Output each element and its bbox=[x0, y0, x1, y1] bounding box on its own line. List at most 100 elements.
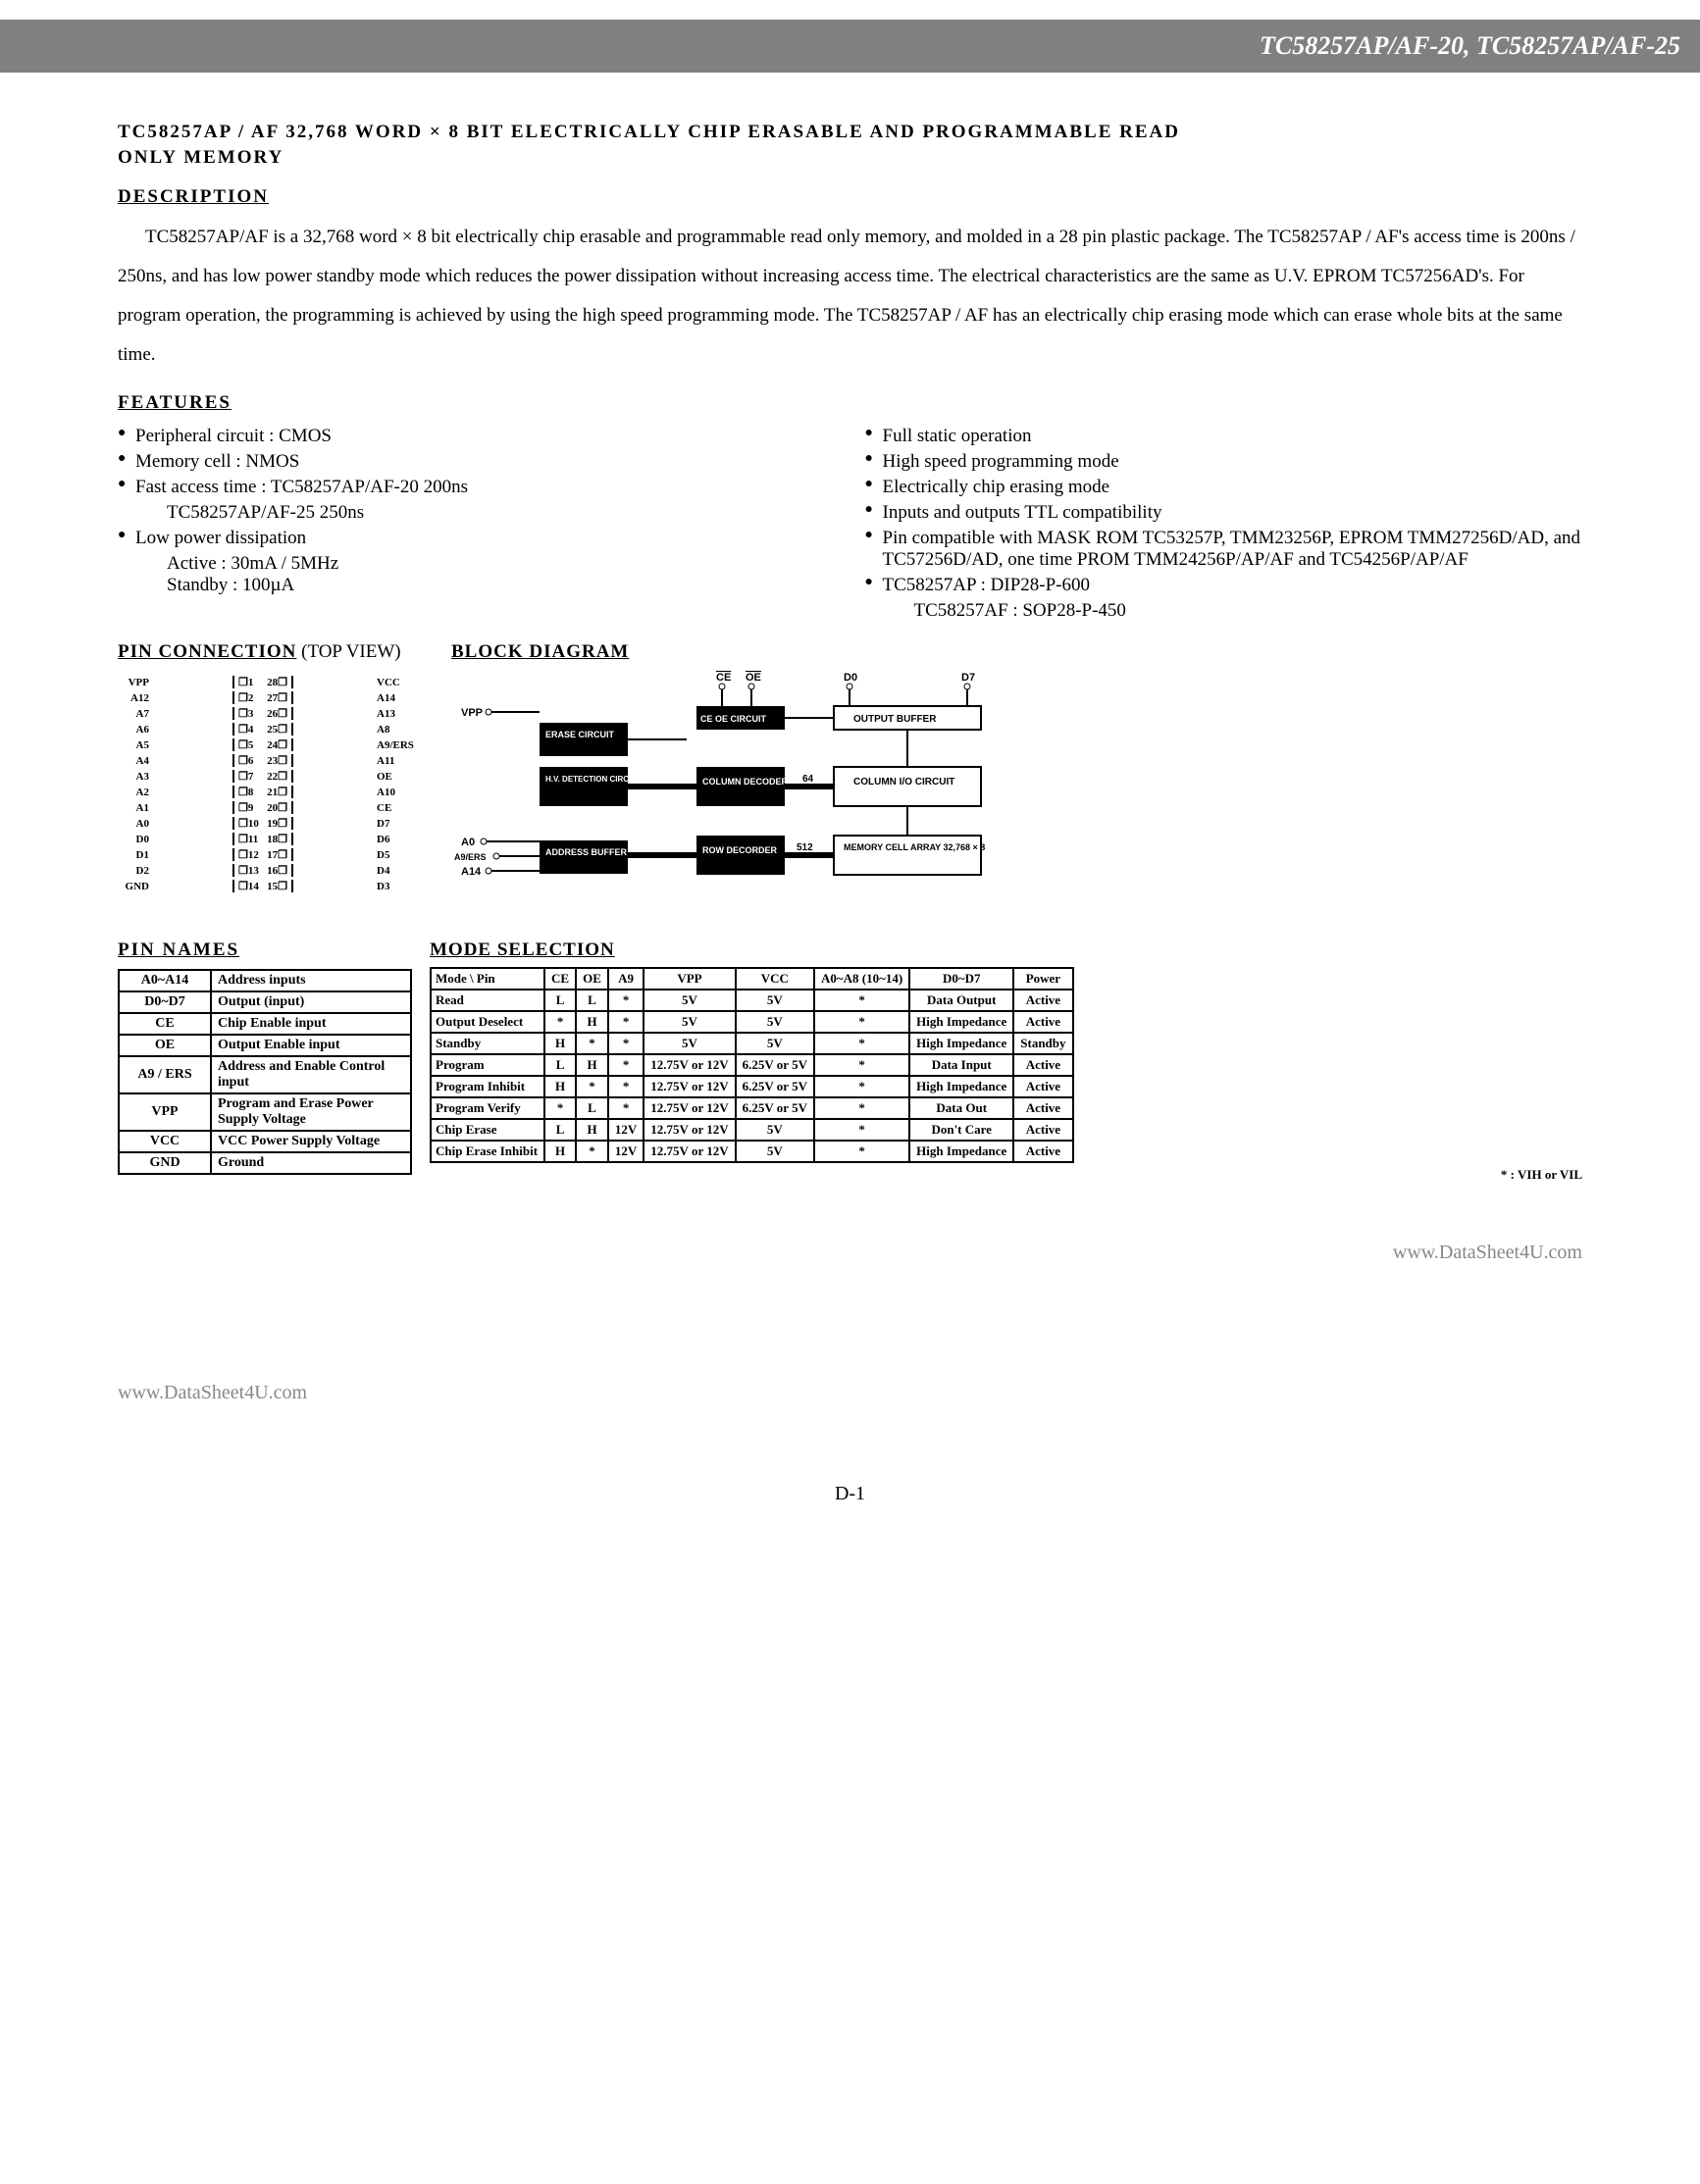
svg-text:ADDRESS BUFFER: ADDRESS BUFFER bbox=[545, 847, 628, 857]
svg-text:OE: OE bbox=[746, 672, 761, 684]
mode-cell: * bbox=[608, 1076, 644, 1097]
doc-title-line2: ONLY MEMORY bbox=[118, 147, 1582, 169]
pin-label-right: CE bbox=[377, 802, 410, 814]
features-right: Full static operation High speed program… bbox=[865, 422, 1583, 622]
table-row: A9 / ERSAddress and Enable Control input bbox=[119, 1056, 411, 1093]
pin-label-right: D6 bbox=[377, 834, 410, 845]
mode-header: Power bbox=[1013, 968, 1072, 990]
pin-row: D0 ❐1118❐ D6 bbox=[118, 832, 412, 847]
pin-name-desc: VCC Power Supply Voltage bbox=[211, 1131, 411, 1152]
pin-name-symbol: A9 / ERS bbox=[119, 1056, 211, 1093]
pin-label-right: D4 bbox=[377, 865, 410, 877]
pin-number: ❐1316❐ bbox=[232, 864, 293, 877]
mode-cell: * bbox=[814, 1141, 909, 1162]
mode-cell: * bbox=[814, 990, 909, 1011]
pin-row: A2❐821❐A10 bbox=[118, 785, 412, 800]
pin-number: ❐722❐ bbox=[232, 770, 293, 783]
pin-row: A7❐326❐A13 bbox=[118, 706, 412, 722]
feature-sub: Active : 30mA / 5MHz bbox=[118, 553, 836, 575]
pin-name-desc: Output (input) bbox=[211, 991, 411, 1013]
pin-name-desc: Chip Enable input bbox=[211, 1013, 411, 1035]
pin-name-desc: Program and Erase Power Supply Voltage bbox=[211, 1093, 411, 1131]
table-row: GNDGround bbox=[119, 1152, 411, 1174]
pin-row: A3❐722❐OE bbox=[118, 769, 412, 785]
mode-cell: Active bbox=[1013, 1054, 1072, 1076]
pin-name-symbol: A0~A14 bbox=[119, 970, 211, 991]
table-row: Chip Erase InhibitH*12V12.75V or 12V5V*H… bbox=[431, 1141, 1073, 1162]
mode-cell: L bbox=[576, 1097, 608, 1119]
pin-label-right: A13 bbox=[377, 708, 410, 720]
mode-cell: 5V bbox=[644, 990, 735, 1011]
feature-item: TC58257AP : DIP28-P-600 bbox=[865, 575, 1583, 596]
svg-text:D7: D7 bbox=[961, 672, 975, 684]
mode-cell: 12V bbox=[608, 1119, 644, 1141]
table-row: Chip EraseLH12V12.75V or 12V5V*Don't Car… bbox=[431, 1119, 1073, 1141]
table-row: Output Deselect*H*5V5V*High ImpedanceAct… bbox=[431, 1011, 1073, 1033]
mode-cell: 5V bbox=[644, 1011, 735, 1033]
mode-cell: * bbox=[544, 1097, 576, 1119]
feature-item: Full static operation bbox=[865, 426, 1583, 447]
svg-text:ERASE CIRCUIT: ERASE CIRCUIT bbox=[545, 730, 615, 739]
table-row: StandbyH**5V5V*High ImpedanceStandby bbox=[431, 1033, 1073, 1054]
pin-label-left: D1 bbox=[120, 849, 149, 861]
mode-cell: Active bbox=[1013, 1141, 1072, 1162]
mode-cell: 12.75V or 12V bbox=[644, 1141, 735, 1162]
pin-connection-section: PIN CONNECTION (TOP VIEW) VPP❐128❐VCCA12… bbox=[118, 641, 412, 894]
feature-item: Pin compatible with MASK ROM TC53257P, T… bbox=[865, 528, 1583, 571]
mode-cell: Chip Erase Inhibit bbox=[431, 1141, 544, 1162]
mode-cell: L bbox=[544, 990, 576, 1011]
mode-header: Mode \ Pin bbox=[431, 968, 544, 990]
pin-number: ❐1118❐ bbox=[232, 833, 293, 845]
table-row: VPPProgram and Erase Power Supply Voltag… bbox=[119, 1093, 411, 1131]
pin-name-symbol: VPP bbox=[119, 1093, 211, 1131]
datasheet-url-bottom: www.DataSheet4U.com bbox=[118, 1382, 1582, 1404]
pin-row: A4❐623❐A11 bbox=[118, 753, 412, 769]
mode-cell: 6.25V or 5V bbox=[736, 1097, 814, 1119]
pin-label-left: D0 bbox=[120, 834, 149, 845]
svg-text:VPP: VPP bbox=[461, 707, 483, 719]
mode-header: VCC bbox=[736, 968, 814, 990]
mode-cell: Active bbox=[1013, 1119, 1072, 1141]
mode-cell: * bbox=[814, 1076, 909, 1097]
mode-cell: H bbox=[544, 1141, 576, 1162]
mode-cell: Active bbox=[1013, 1097, 1072, 1119]
table-row: OEOutput Enable input bbox=[119, 1035, 411, 1056]
features-columns: Peripheral circuit : CMOS Memory cell : … bbox=[118, 422, 1582, 622]
mode-cell: Active bbox=[1013, 1076, 1072, 1097]
pin-label-left: A12 bbox=[120, 692, 149, 704]
mode-cell: Program Verify bbox=[431, 1097, 544, 1119]
mode-cell: Data Output bbox=[909, 990, 1013, 1011]
pin-name-symbol: GND bbox=[119, 1152, 211, 1174]
pin-label-right: A11 bbox=[377, 755, 410, 767]
mode-cell: Output Deselect bbox=[431, 1011, 544, 1033]
pin-row: D1❐1217❐D5 bbox=[118, 847, 412, 863]
mode-cell: H bbox=[576, 1054, 608, 1076]
pin-number: ❐128❐ bbox=[232, 676, 293, 688]
pin-row: VPP❐128❐VCC bbox=[118, 675, 412, 690]
pin-label-left: A6 bbox=[120, 724, 149, 736]
pin-label-right: D7 bbox=[377, 818, 410, 830]
pin-row: A0❐1019❐D7 bbox=[118, 816, 412, 832]
pin-number: ❐623❐ bbox=[232, 754, 293, 767]
mode-cell: * bbox=[608, 1054, 644, 1076]
mode-cell: * bbox=[576, 1141, 608, 1162]
mode-cell: H bbox=[576, 1011, 608, 1033]
table-row: CEChip Enable input bbox=[119, 1013, 411, 1035]
pin-label-left: A5 bbox=[120, 739, 149, 751]
svg-text:MEMORY CELL ARRAY 32,768 × 8: MEMORY CELL ARRAY 32,768 × 8 bbox=[844, 842, 985, 852]
pin-label-right: D5 bbox=[377, 849, 410, 861]
datasheet-url: www.DataSheet4U.com bbox=[118, 1242, 1582, 1264]
mode-cell: * bbox=[608, 990, 644, 1011]
pin-label-right: A14 bbox=[377, 692, 410, 704]
pin-label-left: VPP bbox=[120, 677, 149, 688]
pin-row: A12❐227❐A14 bbox=[118, 690, 412, 706]
mode-cell: * bbox=[814, 1097, 909, 1119]
svg-text:OUTPUT BUFFER: OUTPUT BUFFER bbox=[853, 714, 937, 725]
pin-label-left: D2 bbox=[120, 865, 149, 877]
pin-name-desc: Ground bbox=[211, 1152, 411, 1174]
mode-header: VPP bbox=[644, 968, 735, 990]
pin-label-right: A8 bbox=[377, 724, 410, 736]
pin-label-left: A0 bbox=[120, 818, 149, 830]
pin-connection-heading: PIN CONNECTION bbox=[118, 641, 296, 662]
mode-cell: High Impedance bbox=[909, 1076, 1013, 1097]
